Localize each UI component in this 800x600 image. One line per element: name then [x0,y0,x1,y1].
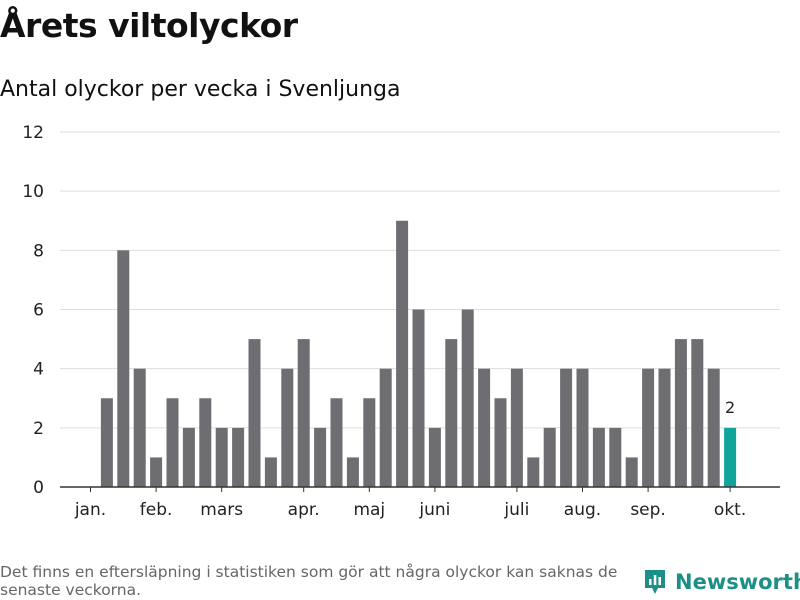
bar [592,427,605,487]
bar [117,250,130,487]
bar [264,457,277,487]
x-tick-label: maj [353,500,385,520]
bar [232,427,245,487]
x-tick-label: aug. [564,500,601,520]
bar [478,368,491,487]
bar [182,427,195,487]
footnote: Det finns en eftersläpning i statistiken… [0,563,618,599]
newsworthy-logo: Newsworthy [643,568,800,596]
bar [691,339,704,487]
data-label: 2 [725,398,735,417]
bar [281,368,294,487]
bar [412,309,425,487]
x-tick-label: juni [418,500,450,520]
bar [428,427,441,487]
bar [396,220,409,487]
x-tick-label: jan. [74,500,106,520]
bar [560,368,573,487]
bar [379,368,392,487]
bar [642,368,655,487]
bar [625,457,638,487]
bar-chart: 0 2 4 6 8 10 12 2 jan. feb. mars apr. maj juni juli aug… [22,123,780,520]
x-tick-label: sep. [630,500,666,520]
bar [461,309,474,487]
y-tick-label: 6 [33,301,44,321]
y-tick-label: 10 [22,182,44,202]
bar [150,457,163,487]
bar [346,457,359,487]
y-tick-label: 2 [33,419,44,439]
bar [674,339,687,487]
bar [363,398,376,487]
bar [707,368,720,487]
chart-subtitle: Antal olyckor per vecka i Svenljunga [0,77,401,102]
bar [215,427,228,487]
chart-title: Årets viltolyckor [0,6,298,45]
bar [199,398,212,487]
bar [297,339,310,487]
y-tick-label: 12 [22,123,44,143]
bar [314,427,327,487]
y-tick-label: 0 [33,478,44,498]
bar [658,368,671,487]
bar-chart-pin-icon [645,570,665,594]
bar [609,427,622,487]
y-tick-label: 8 [33,241,44,261]
bar [100,398,113,487]
bar [527,457,540,487]
highlight-bar [724,427,737,487]
x-tick-label: feb. [140,500,173,520]
bar [166,398,179,487]
bar [330,398,343,487]
bar [248,339,261,487]
bar [510,368,523,487]
bar [576,368,589,487]
x-tick-label: okt. [714,500,746,520]
bar [543,427,556,487]
brand-name: Newsworthy [675,570,800,594]
bar [133,368,146,487]
x-tick-label: apr. [288,500,320,520]
bar [494,398,507,487]
x-tick-label: mars [200,500,243,520]
x-tick-label: juli [503,500,529,520]
bar [445,339,458,487]
y-tick-label: 4 [33,360,44,380]
